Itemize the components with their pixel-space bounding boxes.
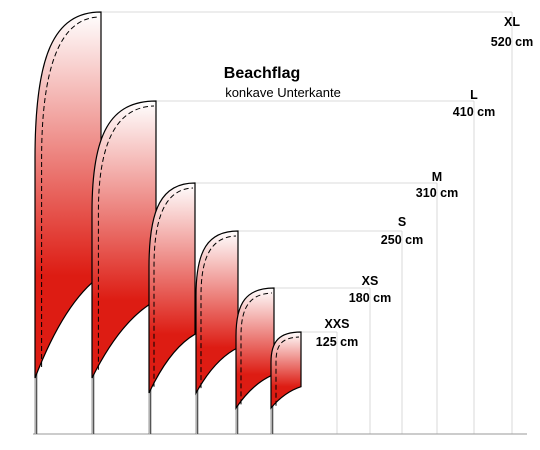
flag-xl bbox=[34, 11, 102, 379]
size-label-xl: XL bbox=[504, 15, 520, 29]
height-guides bbox=[101, 11, 513, 434]
size-label-xs: XS bbox=[362, 274, 379, 288]
height-label-l: 410 cm bbox=[453, 105, 495, 119]
height-label-xxs: 125 cm bbox=[316, 335, 358, 349]
size-label-s: S bbox=[398, 215, 406, 229]
height-label-m: 310 cm bbox=[416, 186, 458, 200]
flag-group bbox=[34, 11, 302, 434]
flag-m bbox=[148, 182, 196, 394]
seam-s bbox=[200, 235, 237, 389]
height-label-xl: 520 cm bbox=[491, 35, 533, 49]
seam-xs bbox=[240, 292, 273, 405]
flag-s bbox=[195, 230, 239, 396]
flag-l bbox=[91, 100, 157, 379]
seam-m bbox=[153, 187, 194, 387]
size-label-xxs: XXS bbox=[324, 317, 349, 331]
size-label-l: L bbox=[470, 88, 478, 102]
seam-l bbox=[97, 105, 155, 370]
diagram-subtitle: konkave Unterkante bbox=[225, 85, 341, 100]
height-label-xs: 180 cm bbox=[349, 291, 391, 305]
flag-xs bbox=[235, 287, 275, 410]
size-label-m: M bbox=[432, 170, 442, 184]
seam-xl bbox=[41, 16, 100, 368]
seam-xxs bbox=[275, 336, 300, 406]
diagram-title: Beachflag bbox=[224, 65, 300, 82]
height-label-s: 250 cm bbox=[381, 233, 423, 247]
flag-xxs bbox=[270, 331, 302, 410]
size-labels: XL 520 cm L 410 cm M 310 cm S 250 cm XS 180 cmXXS… bbox=[316, 15, 533, 349]
